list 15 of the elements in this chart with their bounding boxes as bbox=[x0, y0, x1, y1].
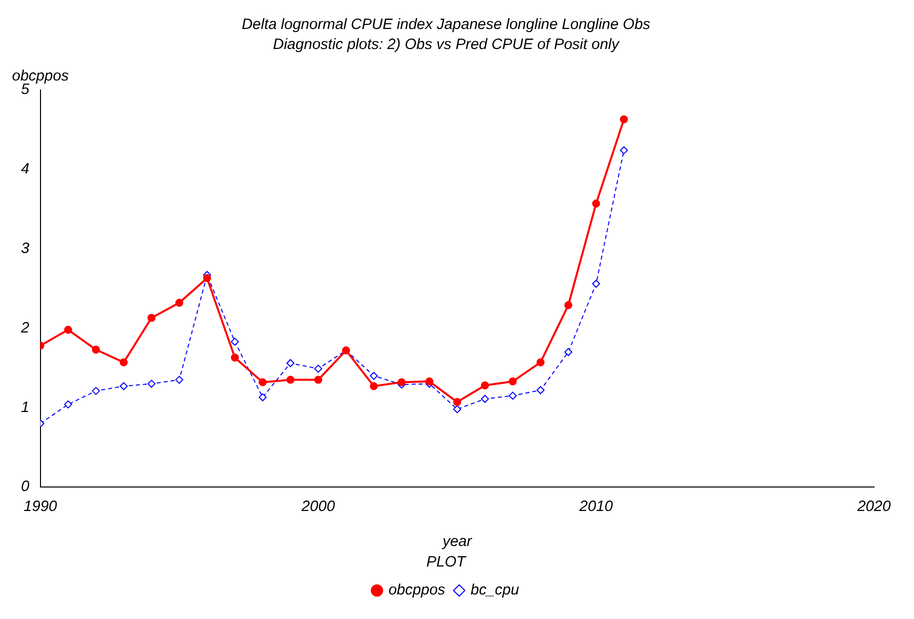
y-tick-label: 1 bbox=[21, 398, 30, 416]
y-tick-label: 0 bbox=[21, 478, 30, 496]
x-tick-label: 2010 bbox=[578, 498, 614, 516]
legend-label: bc_cpu bbox=[470, 582, 520, 599]
x-axis-title: year bbox=[442, 533, 473, 550]
chart-title: Delta lognormal CPUE index Japanese longline Longline Obs bbox=[242, 16, 651, 34]
chart-subtitle: Diagnostic plots: 2) Obs vs Pred CPUE of Posit only bbox=[273, 36, 620, 54]
legend-label: obcppos bbox=[388, 582, 446, 599]
legend-title: PLOT bbox=[426, 554, 468, 571]
y-tick-label: 4 bbox=[21, 160, 30, 178]
x-tick-label: 2020 bbox=[856, 498, 892, 516]
y-tick-label: 2 bbox=[20, 319, 30, 336]
y-tick-label: 3 bbox=[21, 240, 30, 257]
x-tick-label: 2000 bbox=[300, 498, 336, 516]
x-tick-label: 1990 bbox=[24, 498, 58, 516]
